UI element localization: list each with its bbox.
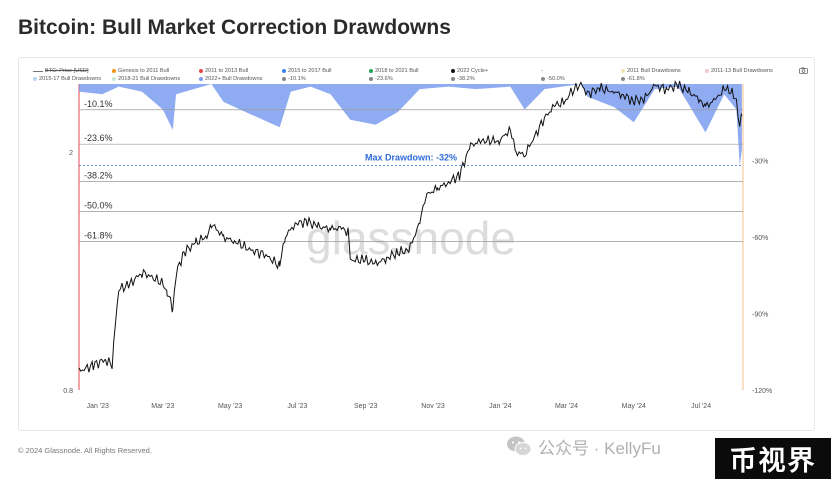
- right-axis-tick: -120%: [752, 388, 772, 395]
- legend-item[interactable]: -38.2%: [451, 76, 475, 82]
- legend-item[interactable]: -61.8%: [621, 76, 645, 82]
- legend-dot-marker: [369, 77, 373, 81]
- legend-label: 2022 Cycle+: [457, 68, 489, 74]
- legend-item[interactable]: 2015 to 2017 Bull: [282, 68, 332, 74]
- legend-dot-marker: [621, 69, 625, 73]
- legend-item[interactable]: 2022 Cycle+: [451, 68, 488, 74]
- x-axis-tick: Sep '23: [354, 403, 378, 410]
- legend-dot-marker: [199, 77, 203, 81]
- legend-dot-marker: [705, 69, 709, 73]
- chart-panel: BTC: Price [USD] Genesis to 2011 Bull 2011…: [18, 57, 815, 431]
- wechat-watermark: 公众号 · KellyFu: [506, 434, 661, 458]
- fib-level-label: -38.2%: [84, 170, 113, 180]
- legend-label: Genesis to 2011 Bull: [118, 68, 170, 74]
- legend-dot-marker: [621, 77, 625, 81]
- legend-label: BTC: Price [USD]: [45, 68, 89, 74]
- fib-level-label: -61.8%: [84, 231, 113, 241]
- watermark: glassnode: [306, 212, 516, 264]
- chart-plot: glassnode -10.1% -23.6% -38.2% -50.0% -61.8% M…: [63, 80, 772, 410]
- legend-dot-marker: [199, 69, 203, 73]
- copyright-text: © 2024 Glassnode. All Rights Reserved.: [18, 446, 152, 455]
- legend-item[interactable]: -10.1%: [282, 76, 306, 82]
- right-axis-tick: -60%: [752, 235, 768, 242]
- page-title: Bitcoin: Bull Market Correction Drawdown…: [18, 16, 451, 39]
- right-axis-tick: -30%: [752, 159, 768, 166]
- price-line: [78, 80, 743, 373]
- legend-label: -23.6%: [375, 76, 393, 82]
- legend-item[interactable]: 2018-21 Bull Drawdowns: [112, 76, 180, 82]
- max-drawdown-label: Max Drawdown: -32%: [365, 153, 457, 163]
- legend-label: -38.2%: [457, 76, 475, 82]
- legend-item[interactable]: 2022+ Bull Drawdowns: [199, 76, 262, 82]
- legend-label: -: [541, 68, 543, 74]
- camera-icon[interactable]: [799, 67, 808, 74]
- x-axis-tick: Nov '23: [421, 403, 445, 410]
- legend-item[interactable]: -23.6%: [369, 76, 393, 82]
- legend-item[interactable]: -50.0%: [541, 76, 565, 82]
- fib-level-label: -10.1%: [84, 99, 113, 109]
- fib-level-label: -23.6%: [84, 133, 113, 143]
- legend-label: 2018 to 2021 Bull: [375, 68, 419, 74]
- brand-badge: 币视界: [715, 438, 831, 479]
- left-axis-tick: 2: [69, 150, 73, 157]
- x-axis-tick: Jan '23: [87, 403, 109, 410]
- legend-item[interactable]: Genesis to 2011 Bull: [112, 68, 169, 74]
- legend-dot-marker: [451, 77, 455, 81]
- legend-item[interactable]: -: [541, 68, 543, 74]
- right-axis-tick: -90%: [752, 312, 768, 319]
- legend-dot-marker: [112, 69, 116, 73]
- legend-label: 2015-17 Bull Drawdowns: [39, 76, 102, 82]
- x-axis-tick: Mar '23: [151, 403, 174, 410]
- legend-label: 2015 to 2017 Bull: [288, 68, 332, 74]
- legend-item[interactable]: 2011-13 Bull Drawdowns: [705, 68, 773, 74]
- legend-label: 2018-21 Bull Drawdowns: [118, 76, 181, 82]
- x-axis-tick: May '23: [218, 403, 242, 410]
- x-axis-tick: Mar '24: [555, 403, 578, 410]
- legend-label: -50.0%: [547, 76, 565, 82]
- fib-level-label: -50.0%: [84, 201, 113, 211]
- legend-label: 2011 Bull Drawdowns: [627, 68, 681, 74]
- legend-dot-marker: [369, 69, 373, 73]
- legend-dot-marker: [282, 77, 286, 81]
- legend-dot-marker: [451, 69, 455, 73]
- x-axis-tick: Jul '24: [691, 403, 711, 410]
- chart-legend: BTC: Price [USD] Genesis to 2011 Bull 2011…: [19, 58, 814, 84]
- drawdown-area: [79, 84, 742, 166]
- legend-item[interactable]: 2015-17 Bull Drawdowns: [33, 76, 101, 82]
- x-axis-tick: May '24: [622, 403, 646, 410]
- x-axis-tick: Jul '23: [287, 403, 307, 410]
- legend-label: 2011-13 Bull Drawdowns: [711, 68, 773, 74]
- legend-label: -61.8%: [627, 76, 645, 82]
- legend-item[interactable]: 2011 Bull Drawdowns: [621, 68, 681, 74]
- legend-item[interactable]: BTC: Price [USD]: [33, 68, 89, 74]
- legend-item[interactable]: 2018 to 2021 Bull: [369, 68, 419, 74]
- legend-line-marker: [33, 70, 43, 72]
- wechat-icon: [507, 436, 532, 456]
- legend-label: 2011 to 2013 Bull: [205, 68, 249, 74]
- legend-label: -10.1%: [288, 76, 306, 82]
- legend-dot-marker: [33, 77, 37, 81]
- legend-item[interactable]: 2011 to 2013 Bull: [199, 68, 248, 74]
- legend-label: 2022+ Bull Drawdowns: [205, 76, 263, 82]
- legend-dot-marker: [282, 69, 286, 73]
- legend-dot-marker: [112, 77, 116, 81]
- legend-dot-marker: [541, 77, 545, 81]
- left-axis-tick: 0.8: [63, 388, 73, 395]
- wechat-text: 公众号 · KellyFu: [538, 438, 661, 458]
- x-axis-tick: Jan '24: [489, 403, 511, 410]
